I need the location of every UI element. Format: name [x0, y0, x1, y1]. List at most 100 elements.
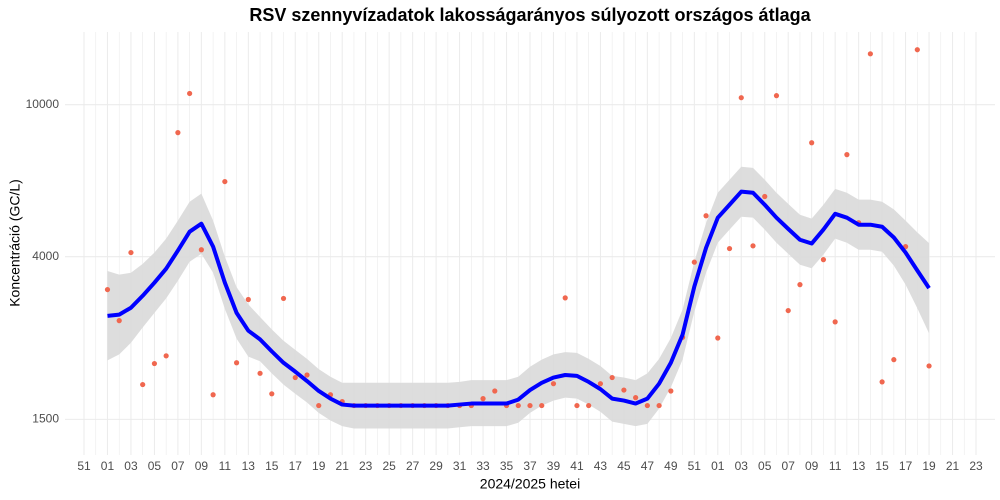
data-point	[292, 374, 298, 381]
data-point	[480, 396, 486, 402]
data-point	[891, 357, 897, 363]
data-point	[914, 47, 920, 53]
x-tick-label: 45	[617, 459, 631, 473]
data-point	[715, 335, 721, 341]
x-tick-label: 11	[219, 459, 232, 473]
data-point	[773, 93, 780, 99]
x-tick-label: 21	[946, 459, 960, 473]
x-tick-label: 09	[195, 459, 209, 473]
x-tick-label: 41	[570, 459, 584, 473]
x-tick-label: 11	[829, 459, 842, 473]
data-point	[128, 249, 134, 256]
y-tick-label: 4000	[32, 249, 59, 263]
x-tick-label: 51	[77, 459, 91, 473]
x-tick-label: 43	[594, 459, 608, 473]
data-point	[738, 95, 744, 101]
data-point	[785, 307, 791, 314]
x-tick-label: 13	[852, 459, 866, 473]
data-point	[163, 353, 169, 359]
data-point	[586, 402, 592, 409]
x-tick-label: 23	[359, 459, 373, 473]
x-tick-label: 15	[265, 459, 279, 473]
data-point	[116, 318, 122, 324]
data-point	[515, 402, 521, 409]
x-tick-label: 39	[547, 459, 561, 473]
x-tick-label: 35	[500, 459, 514, 473]
data-point	[633, 395, 639, 401]
data-point	[527, 402, 533, 409]
x-tick-label: 13	[242, 459, 256, 473]
x-tick-label: 19	[922, 459, 936, 473]
y-tick-label: 10000	[26, 97, 60, 111]
data-point	[257, 370, 263, 376]
data-point	[926, 363, 932, 369]
x-tick-label: 31	[453, 459, 467, 473]
data-point	[245, 296, 251, 303]
x-tick-label: 07	[171, 459, 185, 473]
x-tick-label: 49	[664, 459, 678, 473]
data-point	[140, 381, 146, 388]
x-tick-label: 29	[429, 459, 443, 473]
data-point	[797, 282, 803, 288]
data-point	[597, 381, 604, 387]
x-tick-label: 17	[899, 459, 913, 473]
confidence-band	[107, 166, 930, 429]
x-tick-label: 15	[875, 459, 889, 473]
x-tick-label: 05	[148, 459, 162, 473]
x-tick-label: 37	[523, 459, 537, 473]
x-tick-label: 33	[476, 459, 490, 473]
y-axis-title: Koncentráció (GC/L)	[7, 179, 23, 307]
data-point	[151, 360, 158, 367]
x-tick-label: 05	[758, 459, 772, 473]
data-point	[609, 374, 615, 381]
data-point	[539, 402, 545, 409]
data-point	[492, 388, 498, 394]
data-point	[280, 295, 287, 302]
data-point	[750, 243, 756, 249]
data-point	[879, 379, 885, 385]
data-point	[867, 51, 873, 57]
data-point	[656, 402, 662, 409]
data-point	[668, 388, 674, 394]
x-tick-label: 23	[969, 459, 983, 473]
x-tick-label: 17	[289, 459, 303, 473]
data-point	[644, 402, 650, 409]
data-point	[316, 402, 322, 409]
x-tick-label: 51	[688, 459, 702, 473]
x-tick-label: 03	[735, 459, 749, 473]
x-tick-label: 47	[641, 459, 655, 473]
data-point	[574, 402, 580, 409]
x-tick-label: 09	[805, 459, 819, 473]
x-tick-label: 01	[711, 459, 725, 473]
data-point	[844, 152, 850, 158]
data-point	[175, 130, 181, 136]
x-tick-label: 03	[124, 459, 138, 473]
data-point	[820, 257, 827, 263]
data-point	[726, 245, 733, 252]
trend-line	[107, 189, 931, 408]
data-point	[550, 381, 557, 387]
data-point	[762, 193, 768, 200]
x-tick-label: 19	[312, 459, 326, 473]
data-point	[621, 387, 627, 393]
data-point	[233, 360, 240, 366]
data-point	[104, 286, 111, 293]
x-tick-label: 01	[101, 459, 115, 473]
x-tick-label: 25	[382, 459, 396, 473]
data-point	[809, 140, 815, 146]
data-point	[187, 90, 193, 97]
x-axis-title: 2024/2025 hetei	[480, 476, 580, 492]
data-point	[304, 372, 310, 378]
x-tick-label: 07	[782, 459, 796, 473]
data-point	[222, 178, 228, 185]
data-point	[703, 213, 709, 219]
y-tick-label: 1500	[32, 412, 59, 426]
data-point	[198, 247, 204, 253]
data-point	[269, 391, 275, 397]
data-point	[691, 259, 697, 265]
data-point	[562, 295, 568, 301]
chart-title: RSV szennyvízadatok lakosságarányos súly…	[249, 5, 811, 25]
data-point	[210, 392, 216, 398]
x-tick-label: 27	[406, 459, 420, 473]
